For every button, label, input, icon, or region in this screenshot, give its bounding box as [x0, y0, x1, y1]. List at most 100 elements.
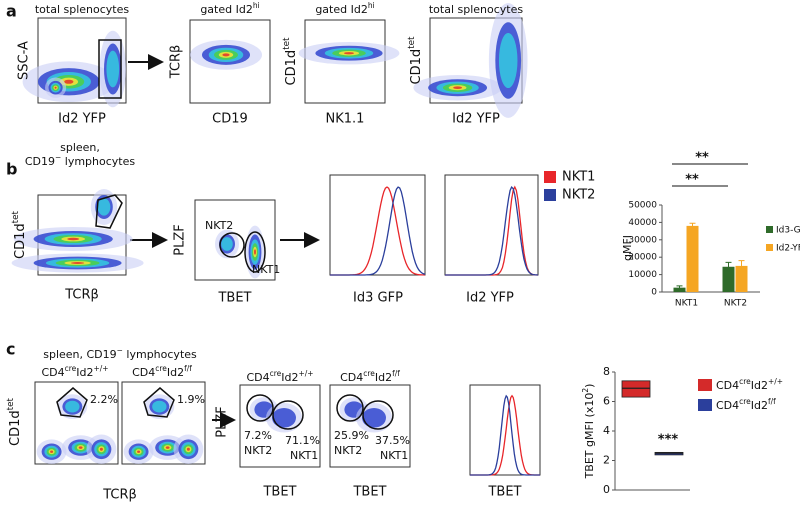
y-axis-label: PLZF — [215, 406, 230, 437]
legend-label: CD4creId2f/f — [716, 397, 776, 413]
label-part: cre — [270, 369, 282, 378]
y-tick-label: 4 — [603, 424, 610, 437]
x-axis-label: TBET — [487, 485, 521, 500]
label-part: tet — [6, 397, 16, 410]
label-part: CD4 — [716, 399, 739, 412]
label-part: CD4 — [132, 366, 155, 379]
gate-label: NKT1 — [252, 263, 280, 276]
label-part: tet — [407, 36, 417, 49]
panel-letter: c — [6, 340, 15, 359]
label-part: f/f — [768, 397, 776, 406]
legend-label: Id2-YFP — [776, 244, 800, 254]
y-tick-label: 30000 — [628, 235, 657, 245]
gate — [56, 387, 88, 418]
box — [621, 380, 651, 398]
x-axis-label: TBET — [352, 485, 386, 500]
label-part: Id2 — [751, 379, 768, 392]
x-tick-label: NKT1 — [675, 299, 698, 309]
histogram — [330, 186, 426, 276]
label-part: CD1d — [13, 223, 28, 259]
gate-label: 25.9% — [334, 429, 369, 442]
y-axis-label: SSC-A — [17, 41, 32, 80]
x-axis-label: Id2 YFP — [452, 112, 500, 127]
x-axis-label: TBET — [262, 485, 296, 500]
gate — [362, 400, 394, 430]
density — [64, 79, 74, 84]
gate — [244, 231, 266, 273]
density — [221, 237, 233, 251]
panel-letter: b — [6, 160, 17, 179]
label-part: − — [55, 153, 61, 162]
x-axis-label: Id3 GFP — [353, 291, 403, 306]
x-axis-label: TCRβ — [64, 288, 99, 303]
y-axis-label: CD1dtet — [407, 36, 424, 85]
plot-title: gated Id2hi — [315, 1, 374, 17]
label-part: gated Id2 — [200, 3, 253, 16]
label-part: hi — [253, 1, 260, 10]
label-part: +/+ — [93, 364, 108, 373]
label-part: − — [117, 346, 123, 355]
y-axis-label: CD1dtet — [11, 210, 28, 259]
gate-label: NKT2 — [205, 219, 233, 232]
label-part: CD1d — [409, 49, 424, 85]
label-part: tet — [11, 210, 21, 223]
legend-swatch — [766, 226, 773, 233]
density — [343, 52, 355, 55]
density — [71, 262, 85, 264]
significance-label: ** — [695, 151, 709, 166]
genotype-label: CD4creId2+/+ — [41, 364, 108, 380]
label-part: +/+ — [298, 369, 313, 378]
label-part: spleen, CD19 — [43, 348, 116, 361]
label-part: gated Id2 — [315, 3, 368, 16]
error-bar — [689, 222, 696, 229]
label-part: ) — [583, 384, 596, 388]
legend-swatch — [544, 171, 556, 183]
label-part: lymphocytes — [123, 348, 197, 361]
density — [67, 237, 80, 241]
label-part: lymphocytes — [61, 155, 135, 168]
x-axis-label: NK1.1 — [326, 112, 365, 127]
label-part: +/+ — [768, 377, 783, 386]
label-part: Id2 — [281, 371, 298, 384]
density — [272, 407, 296, 428]
gate-label: NKT1 — [290, 449, 318, 462]
flow-plot — [189, 19, 271, 104]
label-part: cre — [363, 369, 375, 378]
significance-label: ** — [685, 173, 699, 188]
density — [222, 53, 230, 57]
density — [152, 400, 167, 413]
histogram — [470, 394, 540, 476]
plot-title: total splenocytes — [429, 3, 524, 16]
panel-title: spleen, — [60, 141, 100, 154]
legend-swatch — [766, 244, 773, 251]
flow-plot — [239, 384, 321, 468]
y-tick-label: 6 — [603, 395, 610, 408]
y-tick-label: 2 — [603, 454, 610, 467]
plot-title: gated Id2hi — [200, 1, 259, 17]
label-part: hi — [368, 1, 375, 10]
x-axis-label: Id2 YFP — [58, 112, 106, 127]
error-bar — [676, 285, 683, 290]
y-tick-label: 0 — [651, 288, 657, 298]
label-part: cre — [739, 377, 751, 386]
y-axis-label: PLZF — [173, 224, 188, 255]
gate-label: NKT1 — [380, 449, 408, 462]
gate — [219, 232, 245, 258]
label-part: CD4 — [246, 371, 269, 384]
gate-label: 1.9% — [177, 393, 205, 406]
flow-plot — [121, 381, 206, 465]
x-tick-label: NKT2 — [724, 299, 747, 309]
significance-label: *** — [658, 433, 679, 448]
density — [99, 447, 103, 451]
y-axis-label: gMFI — [621, 235, 634, 261]
gate-label: 2.2% — [90, 393, 118, 406]
gate — [95, 194, 123, 229]
flow-plot — [34, 381, 119, 465]
density — [498, 32, 518, 89]
genotype-label: CD4creId2f/f — [132, 364, 192, 380]
label-part: cre — [65, 364, 77, 373]
legend-swatch — [698, 379, 712, 391]
y-tick-label: 10000 — [628, 270, 657, 280]
gate — [336, 394, 364, 422]
